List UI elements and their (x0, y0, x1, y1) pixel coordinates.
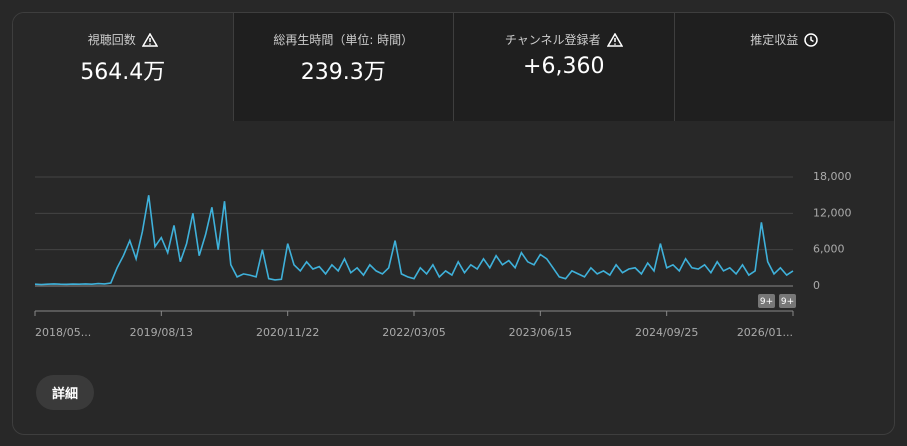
badge-label: 9+ (760, 297, 773, 307)
y-tick-label: 12,000 (813, 206, 852, 219)
warning-icon (141, 32, 158, 47)
details-button[interactable]: 詳細 (36, 375, 95, 410)
tab[interactable]: 視聴回数 564.4万 (13, 13, 233, 121)
x-tick-label: 2019/08/13 (130, 326, 193, 339)
warning-icon (606, 32, 623, 47)
tab[interactable]: チャンネル登録者 +6,360 (453, 13, 674, 121)
tab-value: 239.3万 (300, 60, 386, 85)
series-line (34, 195, 794, 286)
y-tick-label: 6,000 (813, 243, 845, 256)
tab-value: +6,360 (523, 54, 605, 79)
x-tick-label: 2022/03/05 (382, 326, 445, 339)
x-tick-label: 2026/01... (737, 326, 793, 339)
analytics-card: 視聴回数 564.4万 総再生時間（単位: 時間） 239.3万 チャンネル登録者 +… (12, 12, 895, 435)
x-tick-label: 2018/05... (35, 326, 91, 339)
y-tick-label: 0 (813, 279, 820, 292)
badge (779, 294, 796, 308)
tab[interactable]: 推定収益 (673, 13, 894, 121)
x-tick-label: 2023/06/15 (509, 326, 572, 339)
tab-label: チャンネル登録者 (504, 33, 601, 47)
tab-label: 推定収益 (750, 33, 799, 47)
x-tick-label: 2024/09/25 (635, 326, 698, 339)
tab-label: 総再生時間（単位: 時間） (273, 33, 414, 47)
badge (758, 294, 775, 308)
tab-label: 視聴回数 (87, 33, 136, 47)
x-tick-label: 2020/11/22 (256, 326, 319, 339)
metric-tabs: 視聴回数 564.4万 総再生時間（単位: 時間） 239.3万 チャンネル登録者 +… (13, 13, 894, 121)
y-tick-label: 18,000 (813, 170, 852, 183)
tab[interactable]: 総再生時間（単位: 時間） 239.3万 (232, 13, 453, 121)
tab-value: 564.4万 (80, 60, 166, 85)
clock-icon (804, 32, 818, 47)
badge-label: 9+ (781, 297, 794, 307)
